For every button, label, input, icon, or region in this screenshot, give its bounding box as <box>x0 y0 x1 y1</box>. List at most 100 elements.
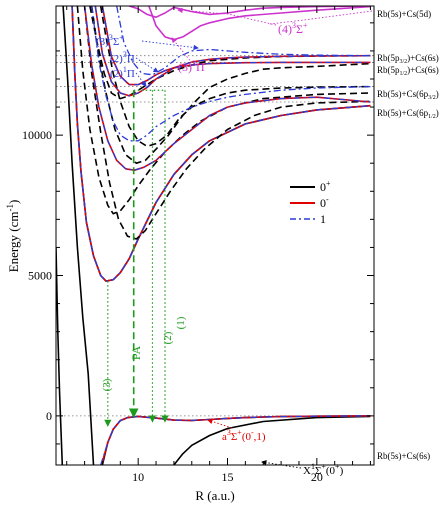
leader-rb5d <box>269 10 373 25</box>
series-layer <box>56 6 371 465</box>
label-x1sigma: X1Σ+(0+) <box>303 462 344 477</box>
l7-main: X <box>303 465 311 477</box>
asym-label-rb5s-cs6p32: Rb(5s)+Cs(6p3/2) <box>377 89 439 101</box>
l6-sup2: + <box>237 428 242 437</box>
asym-label-rb5s-cs5d: Rb(5s)+Cs(5d) <box>377 9 431 19</box>
potential-curve <box>90 6 371 164</box>
legend-label-0minus-main: 0 <box>320 196 326 210</box>
potential-curve <box>99 6 371 148</box>
rest-a: )+Cs(6s) <box>407 53 439 63</box>
asymptote-labels: Rb(5s)+Cs(5d) Rb(5p3/2)+Cs(6s) Rb(5p1/2)… <box>377 9 439 461</box>
l1-sup: 3 <box>292 21 296 30</box>
potential-curve <box>100 415 371 465</box>
l1-main: (4) <box>278 22 292 36</box>
potential-curve <box>71 6 371 282</box>
asym-label-rb5s-cs6p12: Rb(5s)+Cs(6p1/2) <box>377 108 439 120</box>
y-axis-label: Energy (cm-1) <box>5 200 21 273</box>
leader-2-1pi <box>135 72 147 87</box>
leader-2-3pi <box>135 57 159 73</box>
rest-d: ) <box>436 108 439 118</box>
transition-arrows <box>104 89 169 427</box>
potential-curve <box>94 6 371 97</box>
label-a3sigma: a3Σ+(0-,1) <box>222 428 266 443</box>
y-tick-label: 5000 <box>28 269 52 283</box>
l4-sup: 3 <box>123 50 127 59</box>
label-transition-1: (1) <box>175 316 187 329</box>
l5-main: (2) <box>110 68 123 80</box>
leader-lines <box>135 7 373 469</box>
potential-curve <box>83 6 371 171</box>
rest-c: ) <box>436 89 439 99</box>
label-transition-2: (2) <box>162 331 174 344</box>
potential-curve <box>101 6 371 86</box>
label-2-3pi: (2)3Π <box>110 50 135 65</box>
legend-label-0plus: 0+ <box>320 179 331 194</box>
plot-frame <box>55 5 375 466</box>
leader-x1sigma <box>261 460 302 469</box>
l7-tail-sup: + <box>335 462 340 471</box>
legend-label-0minus-sup: - <box>326 195 329 204</box>
l6-tail-sup: - <box>251 428 254 437</box>
potential-curve <box>83 6 371 171</box>
label-transition-3: (3) <box>101 378 113 391</box>
l5-sup: 1 <box>123 65 127 74</box>
x-tick-label: 15 <box>222 470 234 484</box>
transition-labels: (3) PA (2) (1) <box>101 316 187 391</box>
l2-sup: 3 <box>192 59 196 68</box>
l6-rest: Σ <box>231 431 237 443</box>
x-tick-label: 20 <box>311 470 323 484</box>
potential-curve <box>76 6 371 215</box>
l7-tail-end: ) <box>340 465 344 477</box>
x-tick-label: 10 <box>132 470 144 484</box>
potential-curve <box>62 6 95 465</box>
l3-sup: 3 <box>109 33 113 42</box>
potential-curve <box>173 415 371 465</box>
asym-label-rb5s-cs6s: Rb(5s)+Cs(6s) <box>377 451 430 461</box>
l6-tail-end: ,1) <box>254 431 266 443</box>
label-3-3pi-magenta: (3)3Π <box>178 59 205 74</box>
y-tick-label: 0 <box>46 409 52 423</box>
potential-curve <box>116 6 371 76</box>
l4-main: (2) <box>110 53 123 65</box>
l7-sup2: + <box>321 462 326 471</box>
l4-rest: Π <box>127 53 135 65</box>
asym-label-rb5p12-cs6s: Rb(5p1/2)+Cs(6s) <box>377 65 439 77</box>
leader-3-3sigma <box>141 40 199 51</box>
label-3-3sigma: (3)3Σ+ <box>96 33 124 48</box>
asym-label-rb5p32-cs6s: Rb(5p3/2)+Cs(6s) <box>377 53 439 65</box>
l7-rest: Σ <box>315 465 321 477</box>
l1-rest: Σ <box>296 22 303 36</box>
potential-curve <box>56 247 64 465</box>
l3-sup2: + <box>119 33 124 42</box>
potential-curve <box>148 6 371 41</box>
l6-main: a <box>222 431 227 443</box>
l1-sup2: + <box>303 21 308 30</box>
legend-label-0plus-main: 0 <box>320 180 326 194</box>
potential-curve <box>128 6 371 18</box>
label-2-1pi: (2)1Π <box>110 65 135 80</box>
l7-tail: (0 <box>326 465 336 477</box>
sub-1-2a: 1/2 <box>400 71 408 77</box>
y-axis-label-close: ) <box>6 200 21 204</box>
l2-rest: Π <box>196 60 205 74</box>
label-4-3sigma: (4)3Σ+ <box>278 21 308 36</box>
y-axis-label-sup: -1 <box>5 204 15 212</box>
sub-3-2b: 3/2 <box>428 95 436 101</box>
l7-sup: 1 <box>311 462 315 471</box>
legend-label-1: 1 <box>320 212 326 226</box>
legend: 0+ 0- 1 <box>290 179 331 226</box>
x-axis-label: R (a.u.) <box>195 488 234 503</box>
state-annotations: (4)3Σ+ (3)3Π (3)3Σ+ (2)3Π (2)1Π a3Σ+(0-,… <box>96 21 344 477</box>
y-tick-label: 10000 <box>22 128 52 142</box>
asymptote-lines <box>56 6 374 417</box>
leader-a3sigma <box>207 418 233 429</box>
legend-label-0minus: 0- <box>320 195 329 210</box>
l6-tail: (0 <box>242 431 252 443</box>
l6-sup: 3 <box>227 428 231 437</box>
potential-curve <box>83 6 371 240</box>
l3-main: (3) <box>96 36 109 48</box>
sub-1-2b: 1/2 <box>428 114 436 120</box>
leader-4-3sigma <box>177 7 277 26</box>
